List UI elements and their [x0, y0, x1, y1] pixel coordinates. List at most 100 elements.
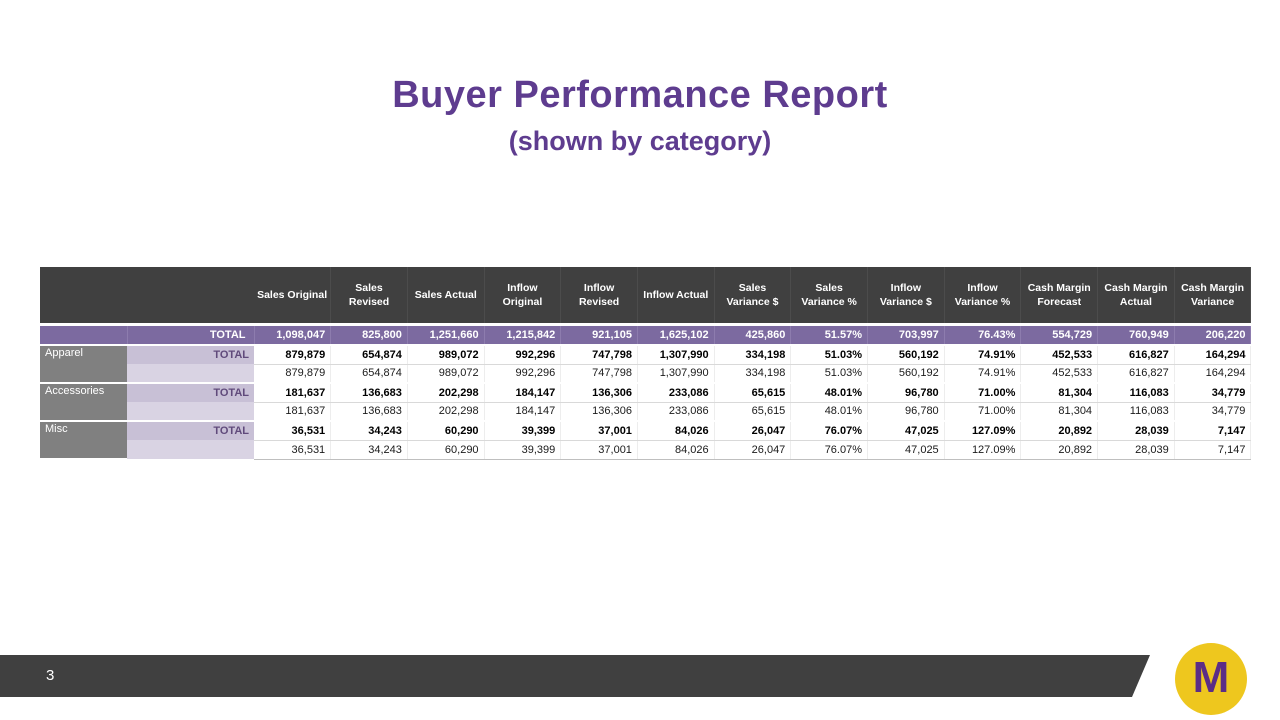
column-header: Sales Revised: [330, 267, 408, 323]
group-detail-row: 181,637 136,683 202,298 184,147 136,306 233,0…: [40, 402, 1252, 422]
group-detail-value: 1,307,990: [637, 364, 715, 384]
column-header: Inflow Revised: [560, 267, 638, 323]
column-header: Inflow Variance %: [944, 267, 1022, 323]
grand-total-value: 206,220: [1174, 326, 1252, 345]
group-total-value: 452,533: [1020, 344, 1099, 365]
group-detail-value: 992,296: [484, 364, 562, 384]
group-total-value: 747,798: [560, 344, 638, 365]
group-total-row: Accessories TOTAL 181,637 136,683 202,298 184…: [40, 382, 1252, 422]
column-header: Cash Margin Variance: [1174, 267, 1252, 323]
group-detail-value: 989,072: [407, 364, 485, 384]
company-logo: M: [1175, 643, 1247, 715]
group-detail-blank: [127, 440, 254, 459]
group-detail-value: 96,780: [867, 402, 945, 422]
grand-total-value: 554,729: [1020, 326, 1099, 345]
group-total-value: 1,307,990: [637, 344, 715, 365]
grand-total-value: 1,215,842: [484, 326, 562, 345]
group-total-value: 181,637: [254, 382, 332, 403]
group-detail-value: 7,147: [1174, 440, 1252, 460]
group-total-row: Apparel TOTAL 879,879 654,874 989,072 992,296…: [40, 344, 1252, 384]
grand-total-value: 760,949: [1097, 326, 1175, 345]
group-detail-blank: [127, 402, 254, 421]
group-detail-value: 81,304: [1020, 402, 1099, 422]
category-label: Accessories: [40, 382, 127, 422]
group-detail-value: 60,290: [407, 440, 485, 460]
group-total-value: 65,615: [714, 382, 792, 403]
group-total-value: 28,039: [1097, 420, 1175, 441]
header-row: Sales Original Sales Revised Sales Actual I…: [40, 267, 1252, 323]
group-detail-value: 84,026: [637, 440, 715, 460]
group-total-value: 34,243: [330, 420, 408, 441]
page-subtitle: (shown by category): [508, 126, 772, 156]
group-detail-value: 37,001: [560, 440, 638, 460]
group-detail-value: 36,531: [254, 440, 332, 460]
group-detail-value: 39,399: [484, 440, 562, 460]
page-number: 3: [46, 667, 55, 684]
grand-total-value: 825,800: [330, 326, 408, 345]
group-detail-value: 76.07%: [790, 440, 868, 460]
group-total-row: Misc TOTAL 36,531 34,243 60,290 39,399 37,001 8…: [40, 420, 1252, 460]
column-header: Inflow Original: [484, 267, 562, 323]
grand-total-label: TOTAL: [127, 326, 255, 345]
group-detail-value: 48.01%: [790, 402, 868, 422]
group-total-label: TOTAL: [127, 420, 254, 440]
group-total-value: 202,298: [407, 382, 485, 403]
group-total-value: 26,047: [714, 420, 792, 441]
group-total-value: 654,874: [330, 344, 408, 365]
group-detail-row: 879,879 654,874 989,072 992,296 747,798 1,307…: [40, 364, 1252, 384]
column-header: Sales Original: [254, 267, 332, 323]
grand-total-value: 425,860: [714, 326, 792, 345]
group-detail-value: 879,879: [254, 364, 332, 384]
group-total-value: 81,304: [1020, 382, 1099, 403]
group-total-value: 60,290: [407, 420, 485, 441]
group-total-label: TOTAL: [127, 344, 254, 364]
group-detail-value: 51.03%: [790, 364, 868, 384]
group-detail-value: 116,083: [1097, 402, 1175, 422]
group-detail-value: 181,637: [254, 402, 332, 422]
grand-total-value: 703,997: [867, 326, 945, 345]
group-total-value: 184,147: [484, 382, 562, 403]
column-header: Sales Actual: [407, 267, 485, 323]
group-detail-value: 184,147: [484, 402, 562, 422]
footer-bar: [0, 655, 1150, 697]
group-detail-value: 26,047: [714, 440, 792, 460]
grand-total-value: 51.57%: [790, 326, 868, 345]
group-total-value: 879,879: [254, 344, 332, 365]
group-total-value: 992,296: [484, 344, 562, 365]
group-detail-value: 127.09%: [944, 440, 1022, 460]
group-total-value: 76.07%: [790, 420, 868, 441]
group-detail-value: 136,683: [330, 402, 408, 422]
group-total-value: 48.01%: [790, 382, 868, 403]
group-detail-value: 47,025: [867, 440, 945, 460]
group-detail-value: 74.91%: [944, 364, 1022, 384]
group-detail-value: 65,615: [714, 402, 792, 422]
group-total-value: 39,399: [484, 420, 562, 441]
category-label: Misc: [40, 420, 127, 460]
group-detail-value: 334,198: [714, 364, 792, 384]
grand-total-value: 76.43%: [944, 326, 1022, 345]
group-total-value: 36,531: [254, 420, 332, 441]
group-total-value: 74.91%: [944, 344, 1022, 365]
group-detail-value: 164,294: [1174, 364, 1252, 384]
grand-total-row: TOTAL 1,098,047 825,800 1,251,660 1,215,842 9…: [40, 326, 1252, 345]
grand-total-value: 1,098,047: [254, 326, 332, 345]
group-total-value: 47,025: [867, 420, 945, 441]
column-header: Cash Margin Actual: [1097, 267, 1175, 323]
group-detail-row: 36,531 34,243 60,290 39,399 37,001 84,026 26,0…: [40, 440, 1252, 460]
group-total-value: 116,083: [1097, 382, 1175, 403]
group-total-value: 20,892: [1020, 420, 1099, 441]
group-detail-value: 747,798: [560, 364, 638, 384]
column-header: Sales Variance %: [790, 267, 868, 323]
group-total-value: 233,086: [637, 382, 715, 403]
group-detail-value: 560,192: [867, 364, 945, 384]
group-total-value: 164,294: [1174, 344, 1252, 365]
grand-total-blank: [40, 326, 128, 345]
group-total-value: 127.09%: [944, 420, 1022, 441]
group-total-value: 560,192: [867, 344, 945, 365]
column-header: Inflow Variance $: [867, 267, 945, 323]
group-total-value: 136,306: [560, 382, 638, 403]
spacer-row: [40, 323, 1251, 326]
group-total-value: 96,780: [867, 382, 945, 403]
header-blank: [40, 267, 127, 323]
group-total-value: 34,779: [1174, 382, 1252, 403]
